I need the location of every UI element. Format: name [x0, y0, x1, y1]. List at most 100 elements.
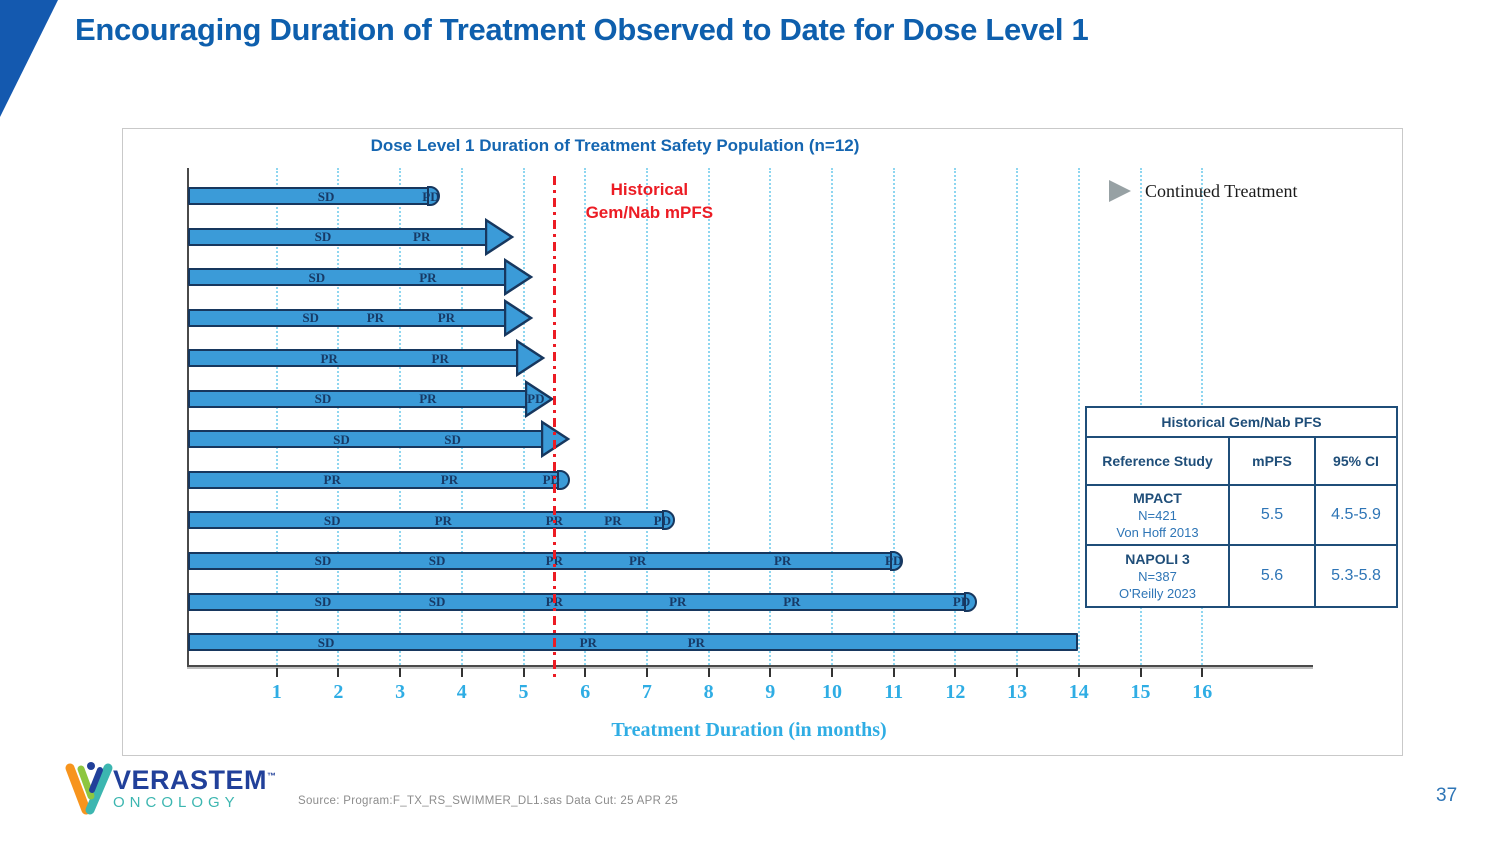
- continued-treatment-arrowhead: [525, 379, 555, 418]
- response-label: PR: [437, 310, 456, 326]
- response-label: PR: [431, 350, 449, 366]
- response-label: PR: [628, 553, 647, 569]
- logo-subtitle: ONCOLOGY: [113, 794, 240, 811]
- response-label: PR: [366, 310, 385, 326]
- response-label: PD: [542, 472, 560, 488]
- response-label: PR: [419, 269, 437, 285]
- bar-body: [188, 470, 565, 489]
- tick-mark-8: [707, 668, 710, 677]
- slide-title: Encouraging Duration of Treatment Observ…: [75, 12, 1089, 47]
- chart-panel: Dose Level 1 Duration of Treatment Safet…: [122, 128, 1403, 756]
- response-label: SD: [302, 310, 319, 326]
- historical-pfs-table: Historical Gem/Nab PFS Reference Study m…: [1085, 406, 1398, 608]
- tick-label-3: 3: [395, 681, 406, 703]
- tick-mark-11: [892, 668, 895, 677]
- tick-label-9: 9: [765, 681, 776, 703]
- tick-label-12: 12: [945, 681, 966, 703]
- study-cell: MPACT N=421 Von Hoff 2013: [1085, 484, 1230, 546]
- tick-label-13: 13: [1007, 681, 1028, 703]
- corner-accent-shape: [0, 0, 58, 117]
- bar-body: [188, 430, 548, 449]
- tick-label-1: 1: [271, 681, 282, 703]
- tick-mark-2: [337, 668, 340, 677]
- table-title: Historical Gem/Nab PFS: [1085, 406, 1398, 438]
- continued-treatment-arrowhead: [503, 257, 533, 297]
- response-label: PR: [323, 472, 341, 488]
- tick-mark-1: [275, 668, 278, 677]
- study-name: MPACT: [1133, 489, 1182, 506]
- reference-line: [553, 176, 557, 678]
- gridline-month-11: [892, 168, 895, 665]
- source-text: Source: Program:F_TX_RS_SWIMMER_DL1.sas …: [298, 795, 679, 807]
- response-label: SD: [314, 594, 332, 609]
- pd-end-cap: [427, 186, 441, 206]
- pd-end-cap: [889, 550, 903, 571]
- response-label: PD: [885, 553, 903, 569]
- verastem-logo-icon: [65, 762, 113, 815]
- tick-mark-16: [1201, 668, 1204, 677]
- study-ref: Von Hoff 2013: [1116, 524, 1199, 540]
- tick-label-7: 7: [641, 681, 652, 703]
- study-n: N=387: [1138, 568, 1177, 584]
- gridline-month-13: [1016, 168, 1019, 665]
- column-header-ci: 95% CI: [1314, 436, 1398, 486]
- continued-treatment-arrowhead: [485, 217, 515, 256]
- y-axis-line: [187, 168, 189, 666]
- bar-body: [188, 187, 436, 205]
- tick-mark-9: [769, 668, 772, 677]
- gridline-month-7: [645, 168, 648, 665]
- page-number: 37: [1436, 785, 1458, 806]
- gridline-month-5: [522, 168, 525, 665]
- response-label: SD: [308, 269, 326, 285]
- tick-mark-13: [1016, 668, 1019, 677]
- gridline-month-2: [337, 168, 340, 665]
- gridline-month-12: [954, 168, 957, 665]
- tick-label-11: 11: [884, 681, 904, 703]
- bar-body: [188, 551, 898, 570]
- reference-line-label: Historical Gem/Nab mPFS: [564, 178, 734, 224]
- column-header-reference-study: Reference Study: [1085, 436, 1230, 486]
- tick-label-16: 16: [1192, 681, 1213, 703]
- chart-title: Dose Level 1 Duration of Treatment Safet…: [370, 136, 860, 155]
- response-label: PR: [773, 553, 792, 569]
- table-row: NAPOLI 3 N=387 O'Reilly 2023 5.6 5.3-5.8: [1085, 544, 1398, 608]
- response-label: SD: [333, 431, 350, 447]
- study-ref: O'Reilly 2023: [1119, 585, 1196, 601]
- response-label: SD: [317, 634, 335, 650]
- gridline-month-10: [831, 168, 833, 665]
- response-label: PR: [320, 350, 338, 366]
- response-label: PR: [687, 634, 705, 650]
- tick-label-2: 2: [333, 681, 344, 703]
- gridline-month-3: [399, 168, 402, 665]
- study-n: N=421: [1138, 507, 1177, 523]
- tick-label-15: 15: [1130, 681, 1151, 703]
- gridline-month-8: [707, 168, 710, 665]
- continued-treatment-arrowhead: [516, 339, 546, 378]
- reference-line-label-line2: Gem/Nab mPFS: [585, 203, 714, 222]
- mpfs-value: 5.5: [1228, 484, 1316, 546]
- logo-name: VERASTEM: [113, 765, 268, 795]
- tick-mark-12: [954, 668, 957, 677]
- tick-mark-15: [1139, 668, 1142, 677]
- gridline-month-6: [584, 168, 587, 665]
- gridline-month-4: [460, 168, 463, 665]
- response-label: SD: [314, 391, 332, 407]
- response-label: SD: [444, 431, 461, 447]
- bar-body: [188, 227, 493, 246]
- response-label: PR: [440, 472, 459, 488]
- response-label: PD: [653, 512, 671, 528]
- pd-end-cap: [661, 510, 675, 531]
- tick-label-5: 5: [518, 681, 529, 703]
- response-label: SD: [428, 553, 446, 569]
- bar-body: [188, 511, 670, 530]
- tick-mark-7: [645, 668, 648, 677]
- response-label: SD: [314, 553, 332, 569]
- logo-text: VERASTEM™ ONCOLOGY: [113, 762, 277, 811]
- column-header-mpfs: mPFS: [1228, 436, 1316, 486]
- response-label: SD: [314, 229, 332, 245]
- gridline-month-9: [769, 168, 772, 665]
- x-axis-title: Treatment Duration (in months): [611, 719, 887, 741]
- response-label: PD: [527, 391, 545, 407]
- bar-body: [188, 389, 533, 408]
- tick-mark-3: [399, 668, 402, 677]
